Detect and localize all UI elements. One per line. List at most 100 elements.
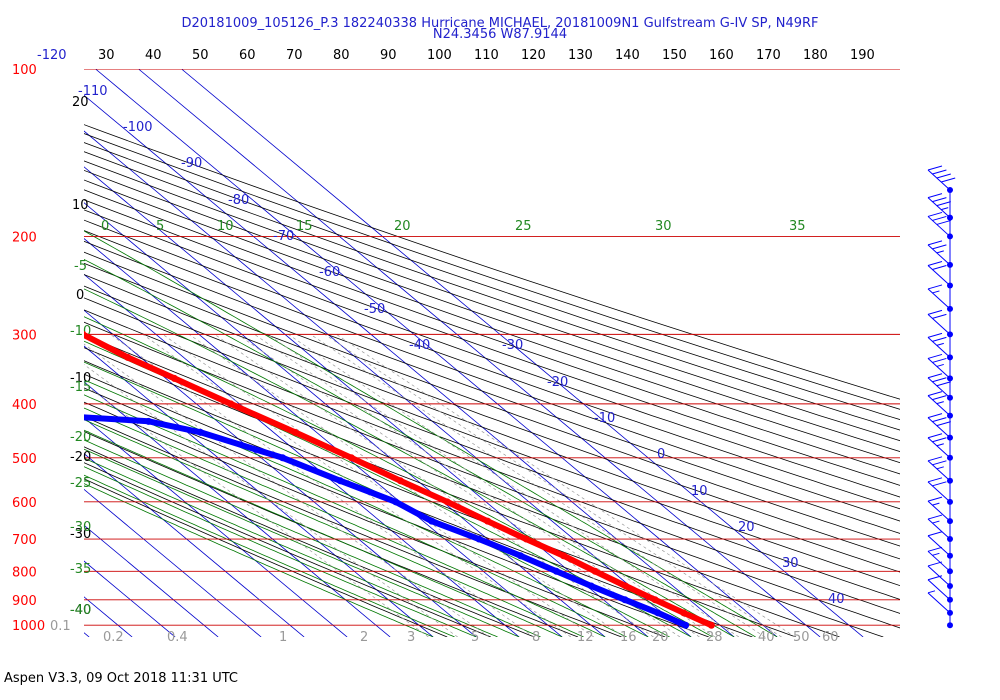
wind-barb-flag <box>927 496 943 502</box>
mixing-ratio-line <box>310 334 766 637</box>
top-scale-label: 40 <box>145 48 162 63</box>
mixing-ratio-label: 8 <box>532 630 540 645</box>
wind-barb-flag <box>936 421 951 427</box>
moist-adiabat-label: 10 <box>217 219 234 234</box>
isotherm-label: -80 <box>228 193 249 208</box>
dry-adiabat-line <box>84 462 491 637</box>
wind-barb-flag <box>936 173 951 179</box>
isotherm-line <box>181 69 864 637</box>
wind-barb-staff <box>927 535 951 557</box>
mixing-ratio-line <box>336 334 796 637</box>
wind-barb-staff <box>927 395 951 417</box>
dry-adiabat-line <box>84 179 900 464</box>
wind-barb-half <box>941 207 949 211</box>
top-scale-label: 150 <box>662 48 687 63</box>
wind-barb-flag <box>932 417 947 423</box>
wind-barb-flag <box>927 309 943 315</box>
dry-adiabat-line <box>84 142 900 421</box>
dry-adiabat-line <box>84 262 900 560</box>
mixing-ratio-label: 28 <box>706 630 723 645</box>
pressure-tick-label: 600 <box>12 496 37 511</box>
temperature-point <box>42 314 49 321</box>
wind-barb-flag <box>927 165 943 171</box>
wind-barb-staff <box>927 244 951 266</box>
wind-barb-staff <box>927 377 951 399</box>
wind-barb <box>927 413 953 441</box>
pressure-tick-label: 1000 <box>12 619 45 634</box>
isotherm-label: -10 <box>594 411 615 426</box>
moist-adiabat-label: 5 <box>156 219 164 234</box>
dry-adiabat-line <box>84 219 900 510</box>
wind-barb <box>927 456 953 484</box>
wind-barb-half <box>936 250 944 254</box>
wind-barb <box>947 622 953 629</box>
wind-barb <box>927 332 953 361</box>
moist-adiabat-label: 15 <box>296 219 313 234</box>
dry-adiabat-line <box>84 230 900 522</box>
chart-subtitle: N24.3456 W87.9144 <box>432 27 568 42</box>
wind-barb <box>927 240 953 268</box>
temperature-point <box>227 400 235 408</box>
top-scale-label: 60 <box>239 48 256 63</box>
top-scale-label: 30 <box>98 48 115 63</box>
dewpoint-point <box>336 477 344 485</box>
top-scale-label: 110 <box>474 48 499 63</box>
dewpoint-point <box>475 535 483 543</box>
dewpoint-point <box>145 417 153 425</box>
dry-adiabat-line <box>84 274 900 573</box>
mixing-ratio-line <box>324 334 782 637</box>
wind-barb-flag <box>927 353 943 359</box>
dry-adiabat-line <box>84 209 900 498</box>
wind-barb-flag <box>927 332 943 338</box>
moist-adiabat-label: 30 <box>655 219 672 234</box>
wind-barb-staff <box>927 288 951 310</box>
temperature-point <box>522 535 530 543</box>
dry-adiabat-label: -20 <box>70 450 91 465</box>
wind-barb <box>927 260 953 289</box>
wind-barb-staff <box>927 592 951 614</box>
wind-barb-flag <box>932 264 947 270</box>
dewpoint-point <box>279 454 287 462</box>
mixing-ratio-label: 5 <box>471 630 479 645</box>
wind-barb-flag <box>932 377 947 383</box>
wind-barb-flag <box>932 169 947 175</box>
isotherm-line <box>0 69 46 637</box>
dry-adiabat-label: 0 <box>76 288 84 303</box>
mixing-ratio-line <box>214 334 654 637</box>
pressure-tick-label: 700 <box>12 533 37 548</box>
dry-adiabat-line <box>84 169 900 453</box>
mixing-ratio-label: 1 <box>279 630 287 645</box>
isotherm-label: 40 <box>828 592 845 607</box>
wind-barb-flag <box>932 437 947 443</box>
wind-barb-flag <box>932 357 947 363</box>
wind-barb-flag <box>927 477 943 483</box>
dry-adiabat-line <box>84 321 900 629</box>
wind-barb-flag <box>927 433 943 439</box>
moist-adiabat-line <box>84 316 713 637</box>
wind-barb-staff <box>927 460 951 482</box>
mixing-ratio-label: 60 <box>822 630 839 645</box>
mixing-ratio-label: 2 <box>360 630 368 645</box>
dewpoint-point <box>682 621 690 629</box>
temperature-point <box>170 374 178 382</box>
dry-adiabat-line <box>84 297 900 600</box>
wind-barb <box>927 496 953 525</box>
dry-adiabat-label: -10 <box>70 371 91 386</box>
temperature-point <box>124 353 132 361</box>
dewpoint-point <box>587 582 595 590</box>
isotherm-line <box>84 94 735 637</box>
moist-adiabat-line <box>84 466 477 637</box>
wind-barb-flag <box>932 215 947 221</box>
temperature-point <box>591 567 599 575</box>
top-scale-label: 120 <box>521 48 546 63</box>
mixing-ratio-line <box>254 334 700 637</box>
wind-barb <box>927 193 953 221</box>
temperature-point <box>484 517 492 525</box>
isotherm-line <box>84 632 90 637</box>
wind-barb-flag <box>936 201 951 207</box>
wind-barb-half <box>936 401 944 405</box>
isotherm-line <box>0 69 3 637</box>
wind-barb-flag <box>932 336 947 342</box>
mixing-ratio-label: 20 <box>652 630 669 645</box>
wind-barb-flag <box>936 219 951 225</box>
